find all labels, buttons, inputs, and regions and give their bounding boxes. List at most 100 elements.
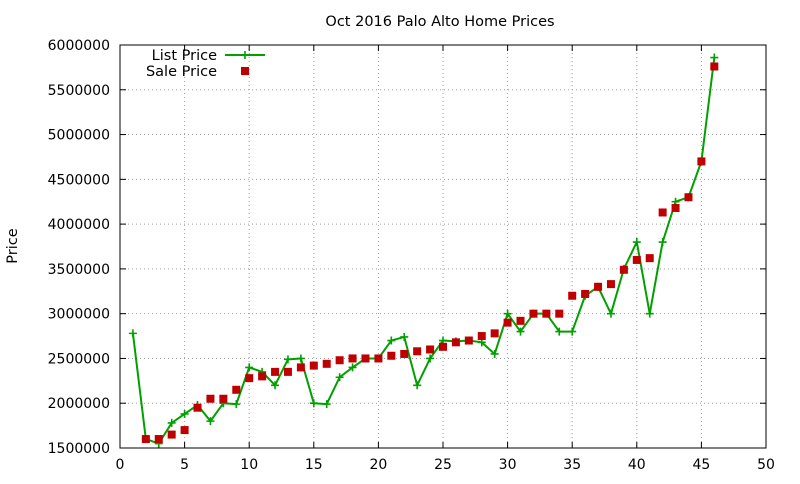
sale-price-point [180,426,189,435]
sale-price-point [361,354,370,363]
y-tick-label: 3000000 [48,307,110,323]
sale-price-point [619,265,628,274]
list-price-point [283,355,292,364]
x-tick-label: 30 [499,457,517,473]
sale-price-point [542,309,551,318]
list-price-point [426,354,435,363]
list-price-point [645,309,654,318]
list-price-point [322,400,331,409]
sale-price-point [348,354,357,363]
sale-price-point [387,351,396,360]
x-tick-label: 45 [692,457,710,473]
list-price-point [296,354,305,363]
y-tick-label: 6000000 [48,38,110,54]
list-price-point [309,399,318,408]
sale-price-point [193,403,202,412]
list-price-point [555,327,564,336]
y-tick-label: 4000000 [48,217,110,233]
list-price-point [632,238,641,247]
sale-price-point [141,435,150,444]
sale-price-point [271,367,280,376]
sale-price-point [283,367,292,376]
sale-price-point [503,318,512,327]
sale-price-point [568,291,577,300]
sale-price-point [594,282,603,291]
legend-label: List Price [152,48,217,64]
sale-price-point [529,309,538,318]
x-tick-label: 0 [116,457,125,473]
x-tick-label: 20 [369,457,387,473]
sale-price-point [245,374,254,383]
sale-price-point [413,347,422,356]
list-price-point [206,417,215,426]
x-tick-label: 10 [240,457,258,473]
list-price-point [568,327,577,336]
sale-price-point [219,394,228,403]
legend-marker [241,67,249,75]
list-price-point [413,381,422,390]
list-price-point [516,327,525,336]
sale-price-point [684,193,693,202]
list-price-point [348,363,357,372]
list-price-point [180,409,189,418]
y-tick-label: 5500000 [48,83,110,99]
list-price-line [131,57,716,445]
y-axis-label: Price [5,228,21,263]
sale-price-point [296,363,305,372]
grid [120,45,766,448]
sale-price-point [400,349,409,358]
sale-price-point [671,203,680,212]
chart-title: Oct 2016 Palo Alto Home Prices [325,14,554,30]
sale-price-point [632,255,641,264]
sale-price-point [374,354,383,363]
series-layer [128,53,719,448]
legend-label: Sale Price [146,64,217,80]
sale-price-point [516,316,525,325]
sale-price-point [439,342,447,351]
sale-price-point [206,394,215,403]
x-tick-label: 35 [563,457,581,473]
sale-price-point [335,356,344,365]
y-tick-label: 3500000 [48,262,110,278]
sale-price-point [167,430,176,439]
sale-price-point [232,385,241,394]
sale-price-point [697,157,706,166]
list-price-point [606,309,615,318]
list-price-point [245,363,254,372]
sale-price-point [645,254,654,263]
x-tick-label: 40 [628,457,646,473]
list-price-point [271,381,280,390]
list-price-point [400,332,409,341]
sale-price-point [154,435,163,444]
y-tick-label: 4500000 [48,172,110,188]
list-price-point [232,400,241,409]
y-tick-label: 1500000 [48,441,110,457]
x-tick-label: 15 [305,457,323,473]
list-price-point [503,309,512,318]
sale-price-point [322,359,331,368]
list-price-point [710,53,719,62]
sale-price-point [581,289,590,298]
list-price-point [167,418,176,427]
sale-price-point [477,332,486,341]
x-tick-label: 5 [180,457,189,473]
sale-price-point [710,62,719,71]
list-price-point [490,349,499,358]
ticks: 0 5 10 15 20 25 30 35 40 45 50 1500000 2000000 250000… [48,38,775,473]
list-price-point [387,336,396,345]
sale-price-point [464,336,473,345]
list-price-point [658,238,667,247]
sale-price-point [490,329,499,338]
y-tick-label: 2500000 [48,351,110,367]
list-price-point [128,329,137,338]
sale-price-point [426,345,435,354]
x-tick-label: 50 [757,457,775,473]
sale-price-point [606,280,615,289]
list-price-point [335,373,344,382]
x-tick-label: 25 [434,457,452,473]
legend-marker [241,51,249,59]
y-tick-label: 2000000 [48,396,110,412]
